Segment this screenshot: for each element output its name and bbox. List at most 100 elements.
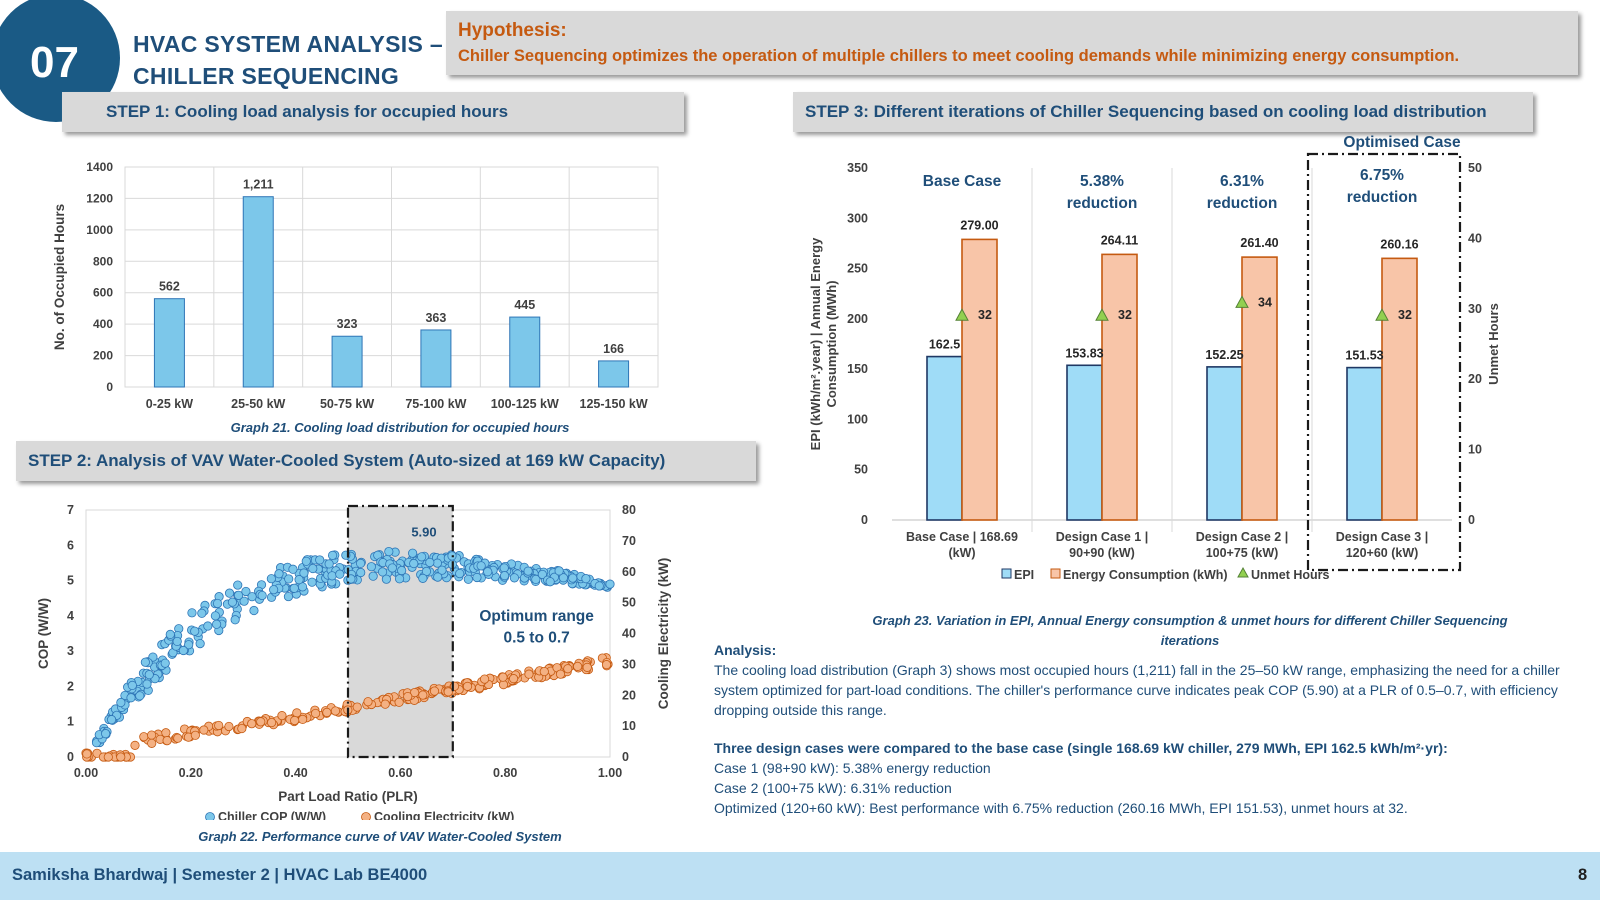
energy-data-label: 261.40: [1240, 236, 1278, 250]
y-tick-label: 1200: [86, 191, 113, 205]
legend-cop-marker: [205, 812, 215, 820]
cop-point: [308, 563, 318, 574]
graph22-caption: Graph 22. Performance curve of VAV Water…: [198, 829, 562, 844]
cop-point: [554, 566, 564, 576]
electricity-point: [214, 720, 224, 731]
x-tick-label-line1: Base Case | 168.69: [906, 530, 1018, 544]
analysis-case-1: Case 1 (98+90 kW): 5.38% energy reductio…: [714, 760, 991, 776]
analysis-heading: Analysis:: [714, 642, 777, 658]
legend-epi-label: EPI: [1014, 568, 1034, 582]
electricity-point: [277, 711, 287, 721]
electricity-point: [147, 738, 157, 748]
y-tick-label: 100: [847, 412, 868, 426]
electricity-point: [292, 708, 302, 718]
y-axis-label-line2: Consumption (MWh): [824, 280, 839, 407]
electricity-point: [418, 690, 428, 700]
graph21-caption: Graph 21. Cooling load distribution for …: [230, 420, 570, 435]
y2-tick-label: 50: [1468, 161, 1482, 175]
y2-tick-label: 70: [622, 534, 636, 548]
x-tick-label: 0.20: [179, 766, 203, 780]
legend-epi-marker: [1001, 568, 1012, 579]
electricity-point: [380, 699, 390, 709]
hypothesis-heading: Hypothesis:: [458, 20, 567, 41]
x-axis-label: Part Load Ratio (PLR): [278, 789, 418, 804]
step1-banner: STEP 1: Cooling load analysis for occupi…: [62, 92, 684, 132]
cop-point: [384, 546, 394, 557]
electricity-point: [224, 721, 234, 732]
legend-energy-label: Energy Consumption (kWh): [1063, 568, 1228, 582]
cop-point: [257, 590, 267, 601]
x-tick-label-line2: (kW): [948, 546, 975, 560]
analysis-case-2: Case 2 (100+75 kW): 6.31% reduction: [714, 780, 952, 796]
cop-point: [233, 590, 244, 600]
cop-point: [197, 608, 207, 618]
y2-axis-label: Cooling Electricity (kW): [656, 558, 671, 710]
cop-point: [523, 566, 533, 576]
y-tick-label: 2: [67, 679, 74, 693]
group-title: Base Case: [923, 173, 1002, 190]
bar-50-75-kW: [331, 335, 363, 388]
cop-point: [247, 592, 257, 602]
cop-point: [140, 657, 150, 667]
optimum-range-band: [348, 506, 453, 757]
unmet-hours-label: 32: [1398, 308, 1412, 322]
graph23-caption-line1: Graph 23. Variation in EPI, Annual Energ…: [872, 613, 1508, 628]
unmet-hours-marker: [1235, 295, 1249, 308]
bar-data-label: 323: [337, 317, 358, 331]
y2-tick-label: 10: [1468, 443, 1482, 457]
bar-100-125-kW: [509, 316, 541, 388]
cop-point: [301, 556, 311, 566]
x-tick-label: 100-125 kW: [491, 397, 559, 411]
cop-point: [499, 571, 510, 581]
cop-point: [187, 608, 197, 618]
bar-0-25-kW: [153, 298, 185, 388]
page-title: HVAC SYSTEM ANALYSIS – CHILLER SEQUENCIN…: [133, 28, 443, 92]
y-tick-label: 200: [847, 312, 868, 326]
bar-25-50-kW: [242, 196, 274, 388]
x-tick-label-line2: 120+60 (kW): [1346, 546, 1419, 560]
cop-point: [239, 596, 249, 606]
cop-point: [210, 611, 220, 621]
y-tick-label: 50: [854, 463, 868, 477]
cop-point: [366, 562, 376, 572]
y-tick-label: 400: [93, 317, 113, 331]
electricity-point: [403, 691, 413, 702]
cop-point: [160, 658, 170, 668]
cop-point: [172, 636, 182, 647]
electricity-point: [290, 715, 300, 726]
cop-point: [387, 563, 397, 573]
epi-data-label: 152.25: [1205, 348, 1243, 362]
y-tick-label: 5: [67, 574, 74, 588]
electricity-point: [498, 672, 508, 682]
hypothesis-text: Chiller Sequencing optimizes the operati…: [458, 47, 1460, 65]
cop-point: [355, 558, 366, 569]
cop-point: [377, 567, 388, 577]
cop-point: [476, 561, 486, 571]
bar-epi: [1206, 366, 1243, 521]
optimised-case-label: Optimised Case: [1343, 134, 1461, 151]
y-tick-label: 1000: [86, 223, 113, 237]
cop-point: [211, 619, 222, 629]
energy-data-label: 264.11: [1101, 233, 1139, 247]
cop-point: [266, 574, 276, 584]
electricity-point: [130, 740, 140, 750]
x-tick-label: 0-25 kW: [146, 397, 193, 411]
cop-point: [417, 552, 427, 562]
x-tick-label: 0.60: [388, 766, 412, 780]
bar-energy: [961, 238, 998, 521]
y2-tick-label: 40: [622, 627, 636, 641]
unmet-hours-label: 32: [1118, 308, 1132, 322]
cop-point: [230, 615, 240, 625]
x-tick-label: 125-150 kW: [580, 397, 648, 411]
step2-banner: STEP 2: Analysis of VAV Water-Cooled Sys…: [16, 441, 756, 481]
cop-point: [455, 568, 465, 579]
cop-point: [568, 573, 578, 583]
cop-point: [294, 575, 304, 585]
cop-point: [509, 573, 520, 583]
cop-point: [327, 550, 338, 560]
epi-data-label: 151.53: [1345, 349, 1383, 363]
cop-point: [195, 639, 205, 649]
electricity-point: [573, 661, 583, 671]
unmet-hours-marker: [1375, 308, 1389, 321]
